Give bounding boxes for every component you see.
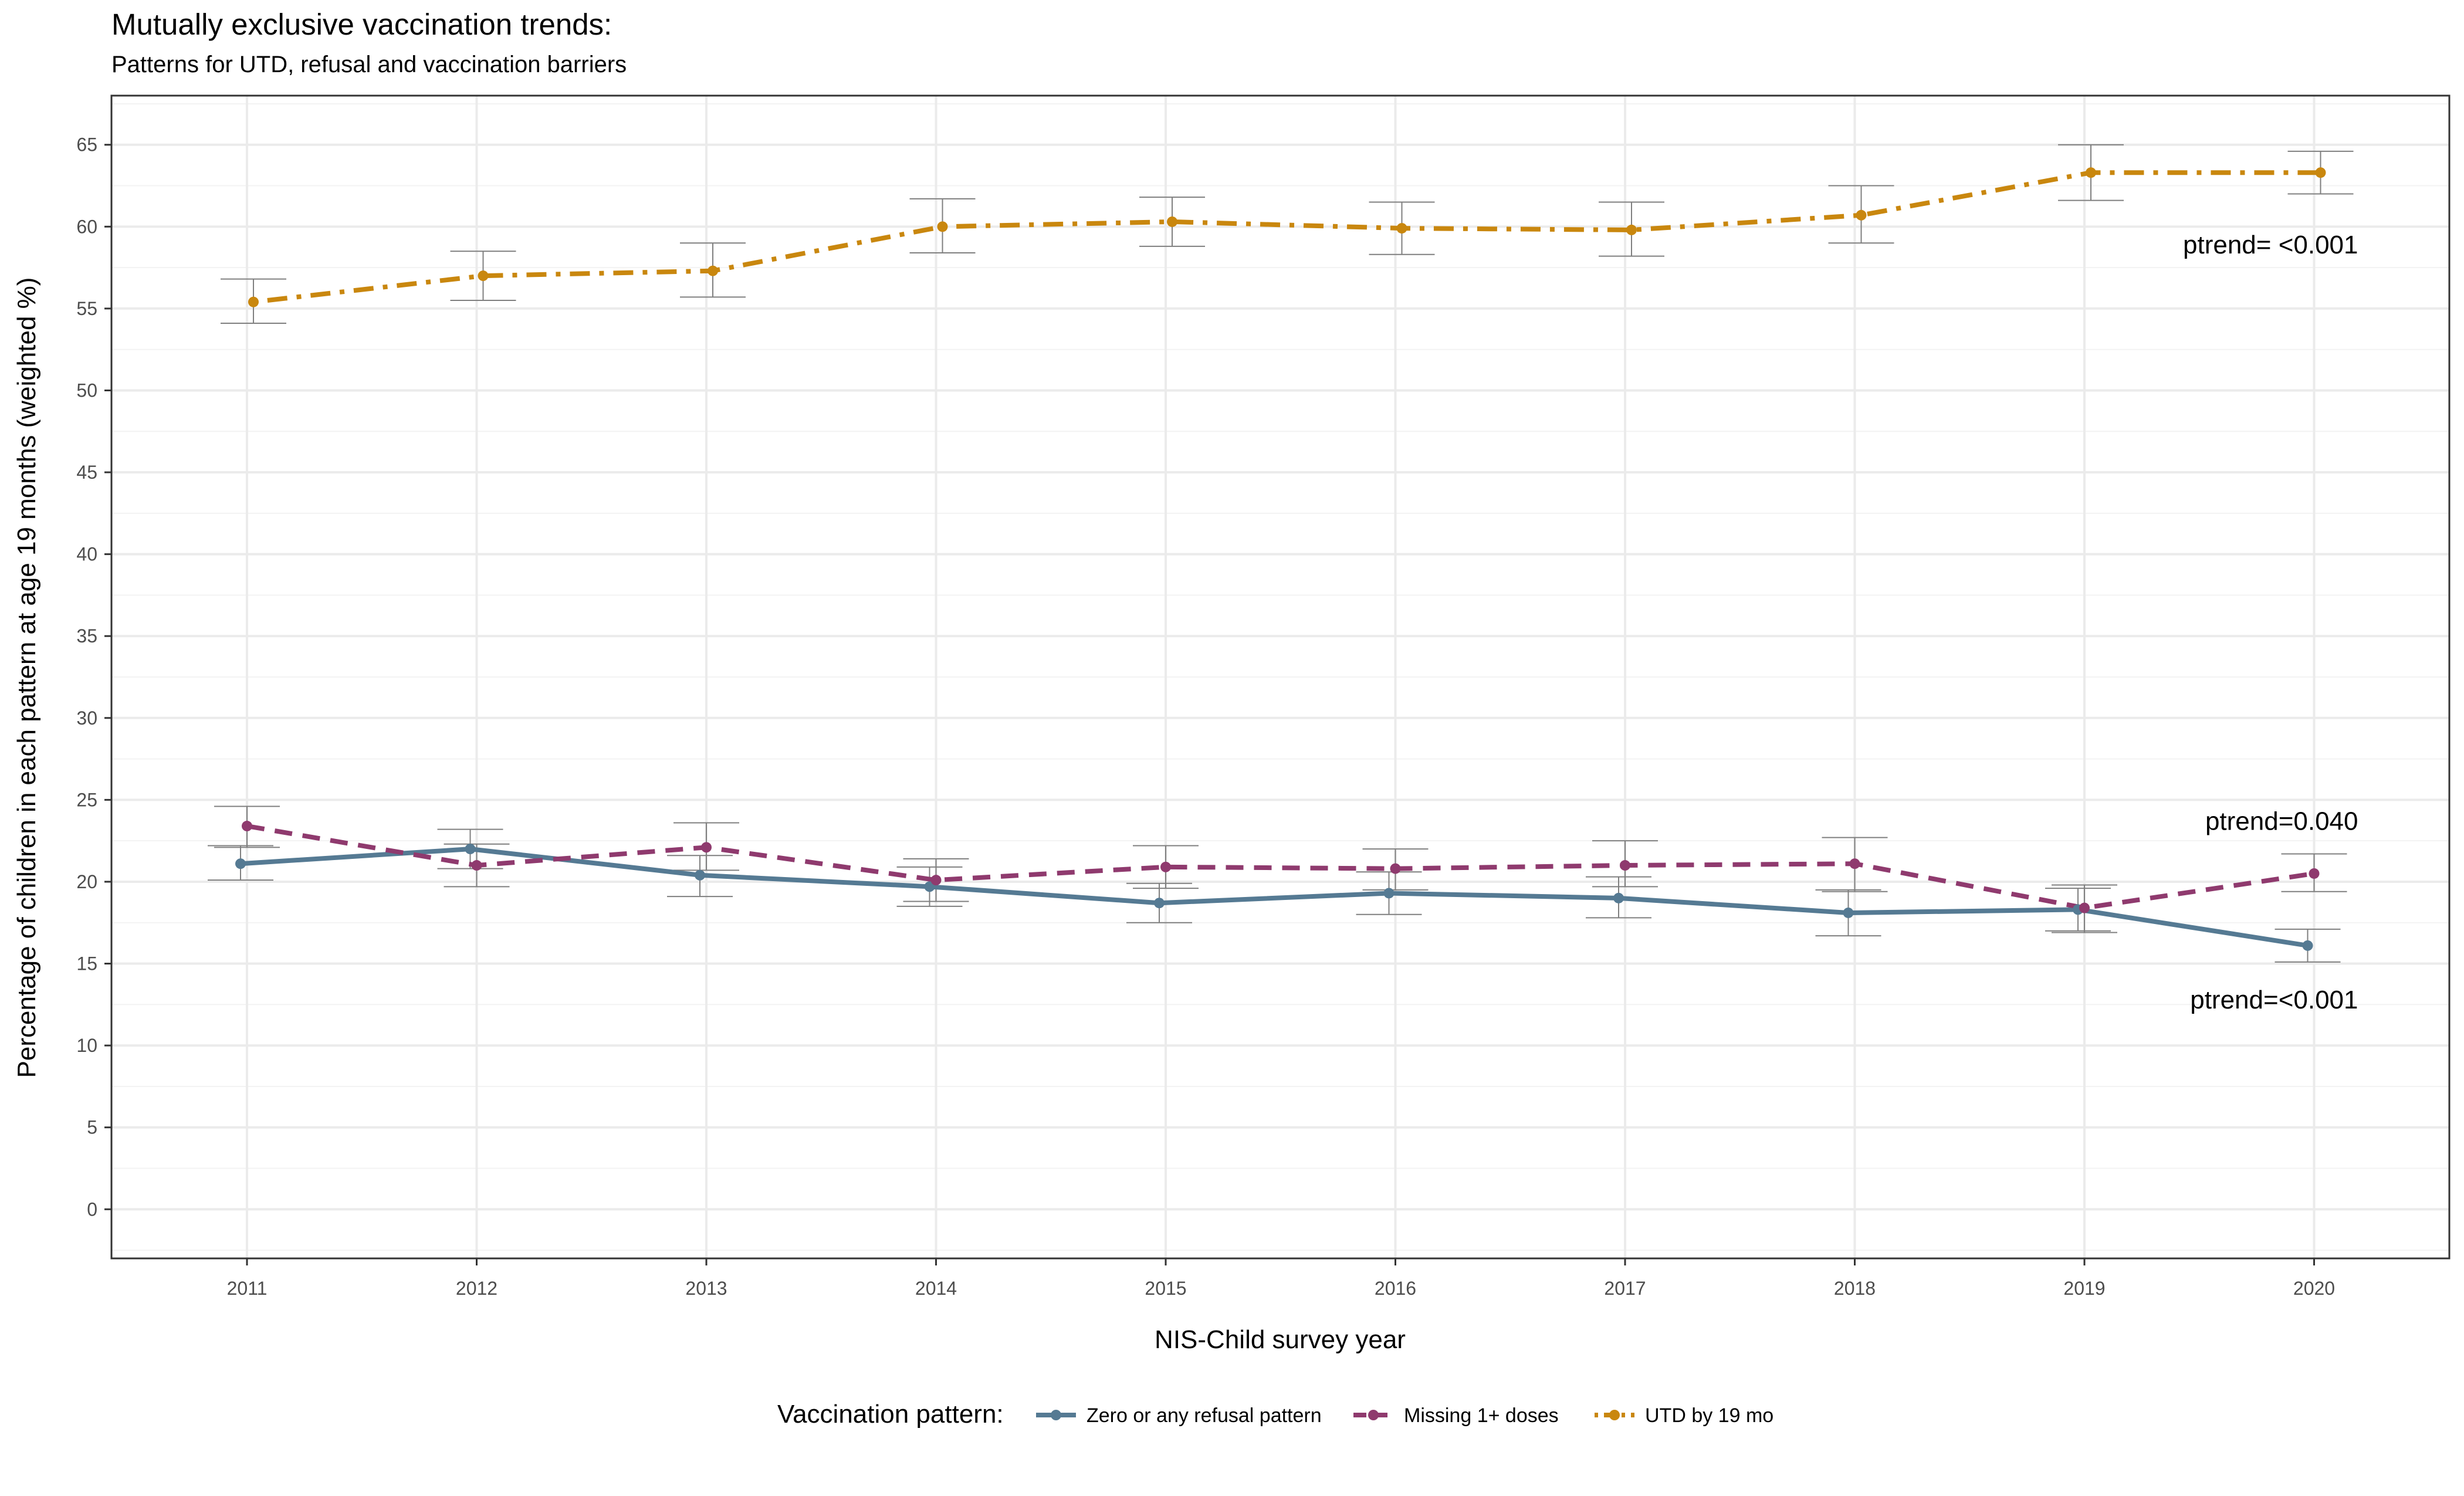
series-point — [1160, 861, 1171, 872]
series-point — [478, 270, 489, 282]
series-point — [242, 821, 252, 832]
x-tick-label: 2013 — [685, 1278, 727, 1299]
series-point — [695, 869, 705, 881]
plot-panel-border — [110, 94, 2451, 1260]
series-point — [235, 858, 246, 869]
series-point — [1383, 888, 1395, 899]
series-line — [253, 170, 2321, 304]
series-point — [1849, 858, 1860, 869]
y-tick-label: 35 — [76, 625, 97, 647]
y-tick-label: 5 — [87, 1117, 97, 1138]
series-point — [1620, 860, 1630, 871]
x-tick-label: 2016 — [1375, 1278, 1416, 1299]
y-tick-label: 55 — [76, 298, 97, 319]
y-tick-label: 10 — [76, 1035, 97, 1056]
x-tick-label: 2020 — [2293, 1278, 2335, 1299]
series-point — [2086, 167, 2096, 178]
legend-item: Zero or any refusal pattern — [1036, 1404, 1322, 1427]
series-point — [465, 844, 476, 855]
series-point — [924, 881, 935, 892]
series-point — [1856, 209, 1867, 221]
chart-subtitle: Patterns for UTD, refusal and vaccinatio… — [111, 52, 627, 77]
legend-item: Missing 1+ doses — [1353, 1404, 1559, 1427]
axes: 0 5 10 15 20 25 30 35 40 45 50 55 60 65 2011 2012 2013 20… — [76, 134, 2335, 1299]
series-point — [1843, 907, 1854, 918]
series-points — [235, 167, 2326, 951]
series-point — [937, 221, 948, 232]
series-point — [2302, 940, 2313, 951]
x-tick-label: 2012 — [456, 1278, 497, 1299]
series-point — [1390, 863, 1401, 874]
series-lines — [240, 170, 2321, 948]
error-bars — [208, 144, 2354, 963]
y-tick-label: 40 — [76, 544, 97, 565]
legend-label: UTD by 19 mo — [1645, 1404, 1773, 1427]
legend-label: Missing 1+ doses — [1404, 1404, 1559, 1427]
series-point — [1154, 898, 1165, 909]
series-point — [248, 296, 259, 307]
y-tick-label: 25 — [76, 789, 97, 810]
series-point — [708, 265, 718, 276]
x-axis-title: NIS-Child survey year — [1155, 1325, 1406, 1354]
x-tick-label: 2011 — [227, 1278, 268, 1299]
legend-key-point — [1609, 1410, 1620, 1420]
x-tick-label: 2017 — [1604, 1278, 1646, 1299]
ptrend-annotation: ptrend=0.040 — [2205, 807, 2358, 836]
series-line — [246, 824, 2315, 911]
y-tick-label: 65 — [76, 134, 97, 155]
y-tick-label: 50 — [76, 380, 97, 401]
series-point — [701, 842, 712, 853]
series-point — [930, 875, 942, 886]
series-line — [240, 847, 2309, 948]
legend-item: UTD by 19 mo — [1595, 1404, 1773, 1427]
x-tick-label: 2015 — [1145, 1278, 1186, 1299]
x-tick-label: 2014 — [915, 1278, 957, 1299]
legend-items: Zero or any refusal pattern Missing 1+ do… — [1036, 1404, 1773, 1427]
legend-key-point — [1368, 1410, 1379, 1420]
legend: Vaccination pattern: Zero or any refusal… — [777, 1400, 1773, 1429]
ptrend-annotation: ptrend= <0.001 — [2183, 231, 2358, 259]
legend-key-point — [1051, 1410, 1061, 1420]
y-tick-label: 30 — [76, 708, 97, 729]
x-tick-label: 2019 — [2063, 1278, 2105, 1299]
chart-title: Mutually exclusive vaccination trends: — [111, 8, 612, 41]
y-tick-label: 45 — [76, 462, 97, 483]
y-axis-title: Percentage of children in each pattern a… — [12, 277, 41, 1078]
series-point — [1396, 223, 1407, 234]
trend-annotations: ptrend= <0.001 ptrend=0.040 ptrend=<0.001 — [2183, 231, 2358, 1014]
series-point — [1613, 892, 1624, 903]
legend-title: Vaccination pattern: — [777, 1400, 1004, 1429]
series-point — [471, 860, 482, 871]
y-tick-label: 20 — [76, 871, 97, 892]
x-tick-label: 2018 — [1834, 1278, 1876, 1299]
y-tick-label: 15 — [76, 953, 97, 974]
ptrend-annotation: ptrend=<0.001 — [2190, 986, 2358, 1014]
y-tick-label: 60 — [76, 216, 97, 237]
series-point — [1626, 224, 1637, 235]
legend-label: Zero or any refusal pattern — [1087, 1404, 1322, 1427]
series-point — [2315, 167, 2326, 178]
gridlines — [111, 96, 2449, 1258]
series-point — [2309, 868, 2320, 879]
series-point — [1167, 216, 1177, 227]
y-tick-label: 0 — [87, 1199, 97, 1220]
series-point — [2079, 902, 2090, 913]
